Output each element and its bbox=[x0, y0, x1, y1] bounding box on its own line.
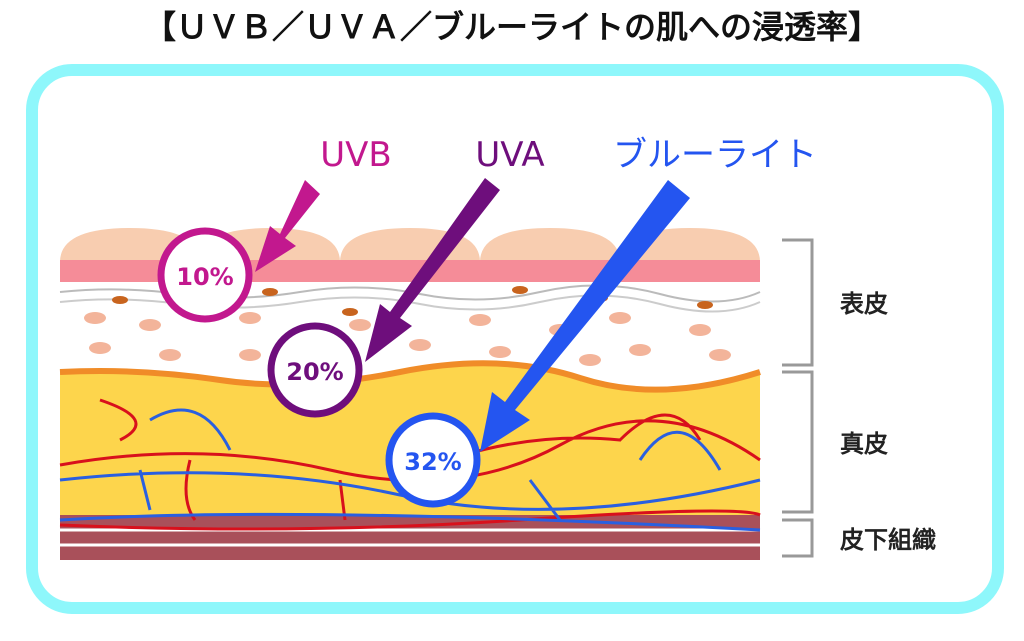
percent: 32% bbox=[404, 448, 461, 476]
title: 【ＵＶＢ／ＵＶＡ／ブルーライトの肌への浸透率】 bbox=[144, 8, 880, 46]
arrows bbox=[255, 178, 690, 452]
ray-label: UVA bbox=[475, 135, 544, 175]
percent: 20% bbox=[286, 358, 343, 386]
layer-label: 表皮 bbox=[840, 290, 888, 318]
percent: 10% bbox=[176, 263, 233, 291]
brackets bbox=[782, 238, 814, 558]
percent-circle bbox=[385, 412, 481, 508]
percent-circle bbox=[157, 227, 253, 323]
layer-label: 真皮 bbox=[840, 430, 888, 458]
ray-label: ブルーライト bbox=[613, 135, 817, 175]
layer-label: 皮下組織 bbox=[840, 526, 936, 554]
ray-label: UVB bbox=[320, 135, 391, 175]
percent-circle bbox=[267, 322, 363, 418]
